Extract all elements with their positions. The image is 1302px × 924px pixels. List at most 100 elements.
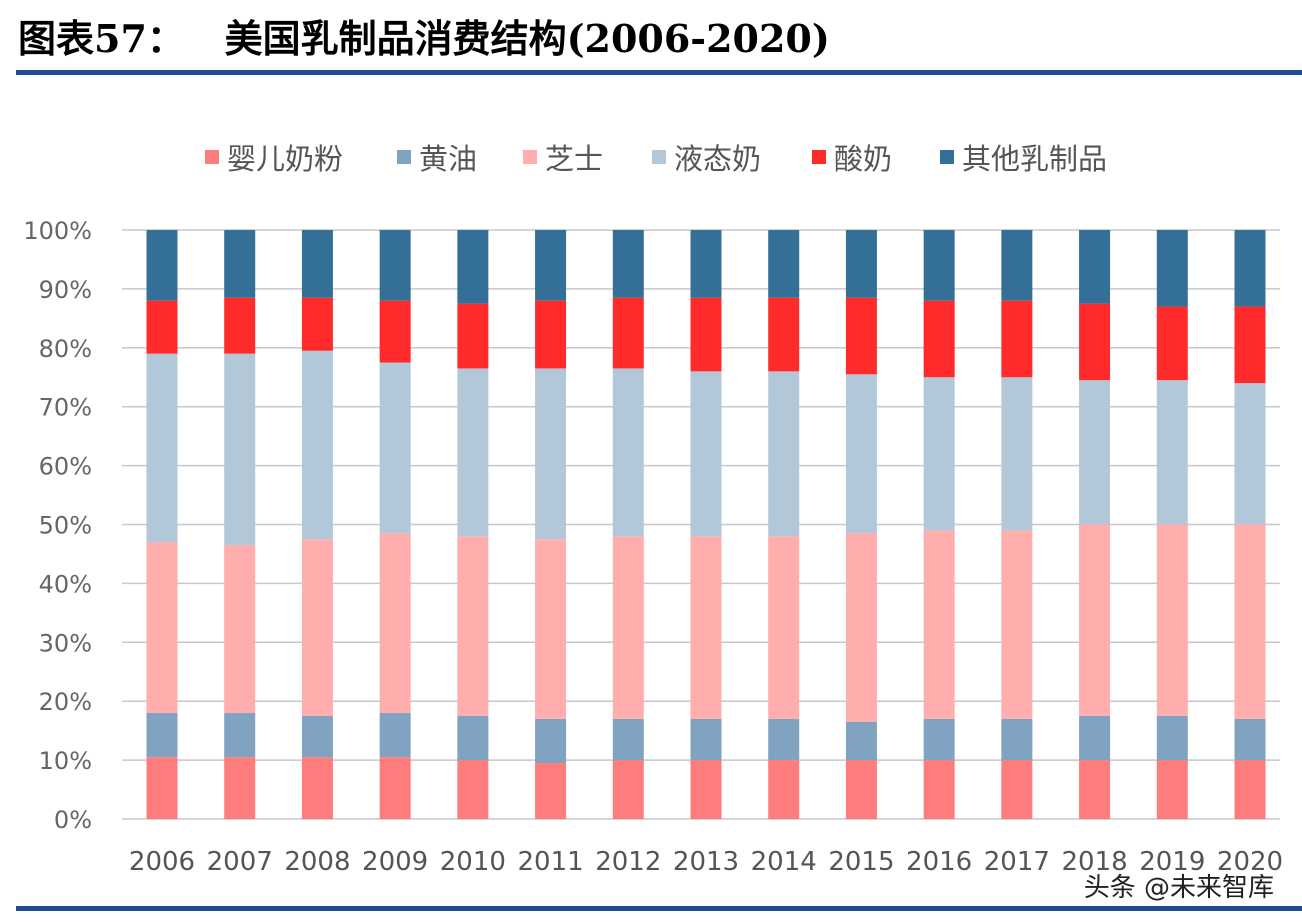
bar-segment-2014-5 (768, 230, 800, 298)
y-tick-label: 70% (39, 394, 92, 422)
legend-swatch (523, 150, 537, 164)
bar-segment-2017-1 (1001, 718, 1033, 761)
bar-segment-2010-1 (457, 715, 489, 761)
bar-segment-2010-0 (457, 760, 489, 819)
bar-segment-2011-1 (535, 718, 567, 764)
x-tick-label: 2018 (1061, 847, 1127, 877)
bar-segment-2018-3 (1079, 380, 1111, 525)
bar-segment-2018-0 (1079, 760, 1111, 819)
bar-segment-2007-3 (224, 353, 256, 546)
bar-segment-2016-4 (923, 300, 955, 378)
bar-segment-2010-3 (457, 368, 489, 537)
bar-segment-2006-2 (146, 542, 178, 713)
bar-segment-2015-0 (845, 760, 877, 819)
bar-segment-2008-1 (301, 715, 333, 758)
bar-segment-2020-3 (1234, 383, 1266, 525)
bar-segment-2011-2 (535, 539, 567, 719)
bar-segment-2009-5 (379, 230, 411, 301)
bar-segment-2009-2 (379, 533, 411, 713)
bar-segment-2016-1 (923, 718, 955, 761)
bar-segment-2006-5 (146, 230, 178, 301)
bar-segment-2013-4 (690, 297, 722, 372)
x-tick-label: 2007 (207, 847, 273, 877)
y-tick-label: 20% (39, 688, 92, 716)
bar-segment-2013-1 (690, 718, 722, 761)
bar-segment-2012-5 (612, 230, 644, 298)
bar-segment-2017-0 (1001, 760, 1033, 819)
bar-segment-2009-1 (379, 712, 411, 758)
bar-segment-2010-4 (457, 303, 489, 369)
x-tick-label: 2012 (595, 847, 661, 877)
bar-segment-2007-5 (224, 230, 256, 298)
bar-segment-2017-4 (1001, 300, 1033, 378)
bar-segment-2006-1 (146, 712, 178, 758)
bar-segment-2019-0 (1156, 760, 1188, 819)
x-tick-label: 2020 (1217, 847, 1283, 877)
y-tick-label: 100% (23, 217, 92, 245)
legend-swatch (397, 150, 411, 164)
y-tick-label: 0% (54, 806, 92, 834)
legend-label: 黄油 (419, 142, 477, 176)
y-tick-label: 50% (39, 512, 92, 540)
bar-segment-2006-4 (146, 300, 178, 354)
bar-segment-2016-0 (923, 760, 955, 819)
legend-label: 液态奶 (674, 142, 761, 176)
bar-segment-2019-3 (1156, 380, 1188, 525)
legend-swatch (812, 150, 826, 164)
bar-segment-2019-4 (1156, 306, 1188, 381)
bar-segment-2012-2 (612, 536, 644, 719)
top-divider (16, 70, 1302, 75)
legend-swatch (940, 150, 954, 164)
bar-segment-2010-5 (457, 230, 489, 304)
legend-label: 其他乳制品 (962, 142, 1107, 176)
x-tick-label: 2017 (984, 847, 1050, 877)
y-tick-label: 80% (39, 335, 92, 363)
bar-segment-2018-5 (1079, 230, 1111, 304)
legend-label: 婴儿奶粉 (227, 142, 343, 176)
x-tick-label: 2015 (828, 847, 894, 877)
bar-segment-2015-3 (845, 374, 877, 534)
bar-segment-2020-1 (1234, 718, 1266, 761)
bar-segment-2019-5 (1156, 230, 1188, 307)
x-tick-label: 2019 (1139, 847, 1205, 877)
y-tick-label: 40% (39, 570, 92, 598)
watermark: 头条 @未来智库 (1083, 873, 1274, 903)
bar-segment-2007-0 (224, 757, 256, 819)
bar-segment-2016-5 (923, 230, 955, 301)
x-tick-label: 2008 (284, 847, 350, 877)
bar-segment-2013-2 (690, 536, 722, 719)
bar-segment-2009-0 (379, 757, 411, 819)
legend-label: 芝士 (545, 142, 603, 176)
y-tick-label: 30% (39, 629, 92, 657)
bar-segment-2014-1 (768, 718, 800, 761)
bar-segment-2020-4 (1234, 306, 1266, 384)
bar-segment-2017-5 (1001, 230, 1033, 301)
bar-segment-2014-4 (768, 297, 800, 372)
legend-swatch (652, 150, 666, 164)
bottom-divider (16, 906, 1302, 911)
page-title: 图表57： 美国乳制品消费结构(2006-2020) (18, 16, 830, 61)
x-tick-label: 2013 (673, 847, 739, 877)
y-tick-label: 90% (39, 276, 92, 304)
bar-segment-2014-3 (768, 371, 800, 537)
bar-segment-2007-1 (224, 712, 256, 758)
bar-segment-2007-2 (224, 545, 256, 713)
bar-segment-2011-3 (535, 368, 567, 540)
bar-segment-2019-1 (1156, 715, 1188, 761)
bar-segment-2018-1 (1079, 715, 1111, 761)
bar-segment-2015-5 (845, 230, 877, 298)
bar-segment-2013-5 (690, 230, 722, 298)
x-tick-label: 2016 (906, 847, 972, 877)
bar-segment-2014-0 (768, 760, 800, 819)
bar-segment-2016-2 (923, 530, 955, 719)
bar-segment-2017-3 (1001, 377, 1033, 531)
x-tick-label: 2011 (517, 847, 583, 877)
bar-segment-2008-4 (301, 297, 333, 351)
bar-segment-2006-3 (146, 353, 178, 543)
bar-segment-2015-1 (845, 721, 877, 761)
x-tick-label: 2009 (362, 847, 428, 877)
legend-label: 酸奶 (834, 142, 892, 176)
bar-segment-2018-4 (1079, 303, 1111, 381)
bar-segment-2006-0 (146, 757, 178, 819)
bar-segment-2011-5 (535, 230, 567, 301)
